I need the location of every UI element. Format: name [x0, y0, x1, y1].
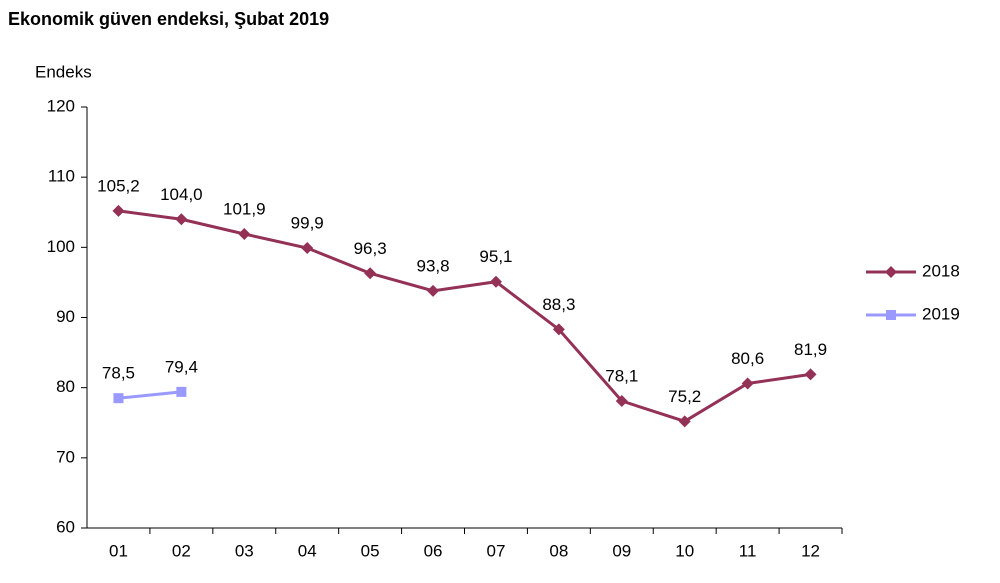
x-tick-label: 06 — [424, 541, 443, 560]
chart-title: Ekonomik güven endeksi, Şubat 2019 — [8, 9, 329, 29]
marker — [364, 267, 377, 280]
y-tick-label: 110 — [48, 167, 75, 186]
x-tick-label: 08 — [549, 541, 568, 560]
marker — [489, 275, 502, 288]
x-tick-label: 05 — [361, 541, 380, 560]
x-tick-label: 04 — [298, 541, 317, 560]
marker — [301, 242, 314, 255]
legend-label: 2018 — [922, 261, 960, 280]
legend-label: 2019 — [922, 304, 960, 323]
data-label: 79,4 — [165, 357, 198, 376]
x-tick-label: 07 — [486, 541, 505, 560]
series-line — [118, 390, 182, 400]
marker — [678, 415, 691, 428]
y-tick-label: 80 — [56, 377, 75, 396]
data-label: 78,5 — [102, 364, 135, 383]
data-label: 95,1 — [479, 247, 512, 266]
marker — [615, 394, 628, 407]
y-tick-label: 100 — [47, 237, 75, 256]
y-tick-label: 90 — [56, 307, 75, 326]
data-label: 78,1 — [605, 366, 638, 385]
data-label: 105,2 — [97, 176, 140, 195]
marker — [175, 213, 188, 226]
data-label: 93,8 — [416, 256, 449, 275]
y-tick-label: 120 — [47, 96, 75, 115]
marker — [176, 386, 187, 397]
x-tick-label: 10 — [675, 541, 694, 560]
x-tick-label: 11 — [739, 541, 757, 560]
x-tick-label: 01 — [109, 541, 128, 560]
marker — [741, 377, 754, 390]
y-tick-label: 60 — [56, 517, 75, 536]
marker — [885, 266, 897, 278]
marker — [238, 228, 251, 241]
data-label: 80,6 — [731, 349, 764, 368]
y-tick-label: 70 — [56, 447, 75, 466]
data-label: 88,3 — [542, 295, 575, 314]
y-axis-label: Endeks — [35, 62, 92, 81]
marker — [113, 393, 124, 404]
data-label: 101,9 — [223, 199, 266, 218]
marker — [427, 284, 440, 297]
data-label: 75,2 — [668, 387, 701, 406]
marker — [552, 323, 565, 336]
x-tick-label: 03 — [235, 541, 254, 560]
data-label: 99,9 — [291, 214, 324, 233]
marker — [112, 204, 125, 217]
x-tick-label: 12 — [801, 541, 820, 560]
data-label: 81,9 — [794, 340, 827, 359]
data-label: 96,3 — [354, 239, 387, 258]
marker — [886, 310, 896, 320]
series-line — [118, 209, 811, 423]
data-label: 104,0 — [160, 185, 203, 204]
x-tick-label: 09 — [612, 541, 631, 560]
x-tick-label: 02 — [172, 541, 191, 560]
marker — [804, 368, 817, 381]
